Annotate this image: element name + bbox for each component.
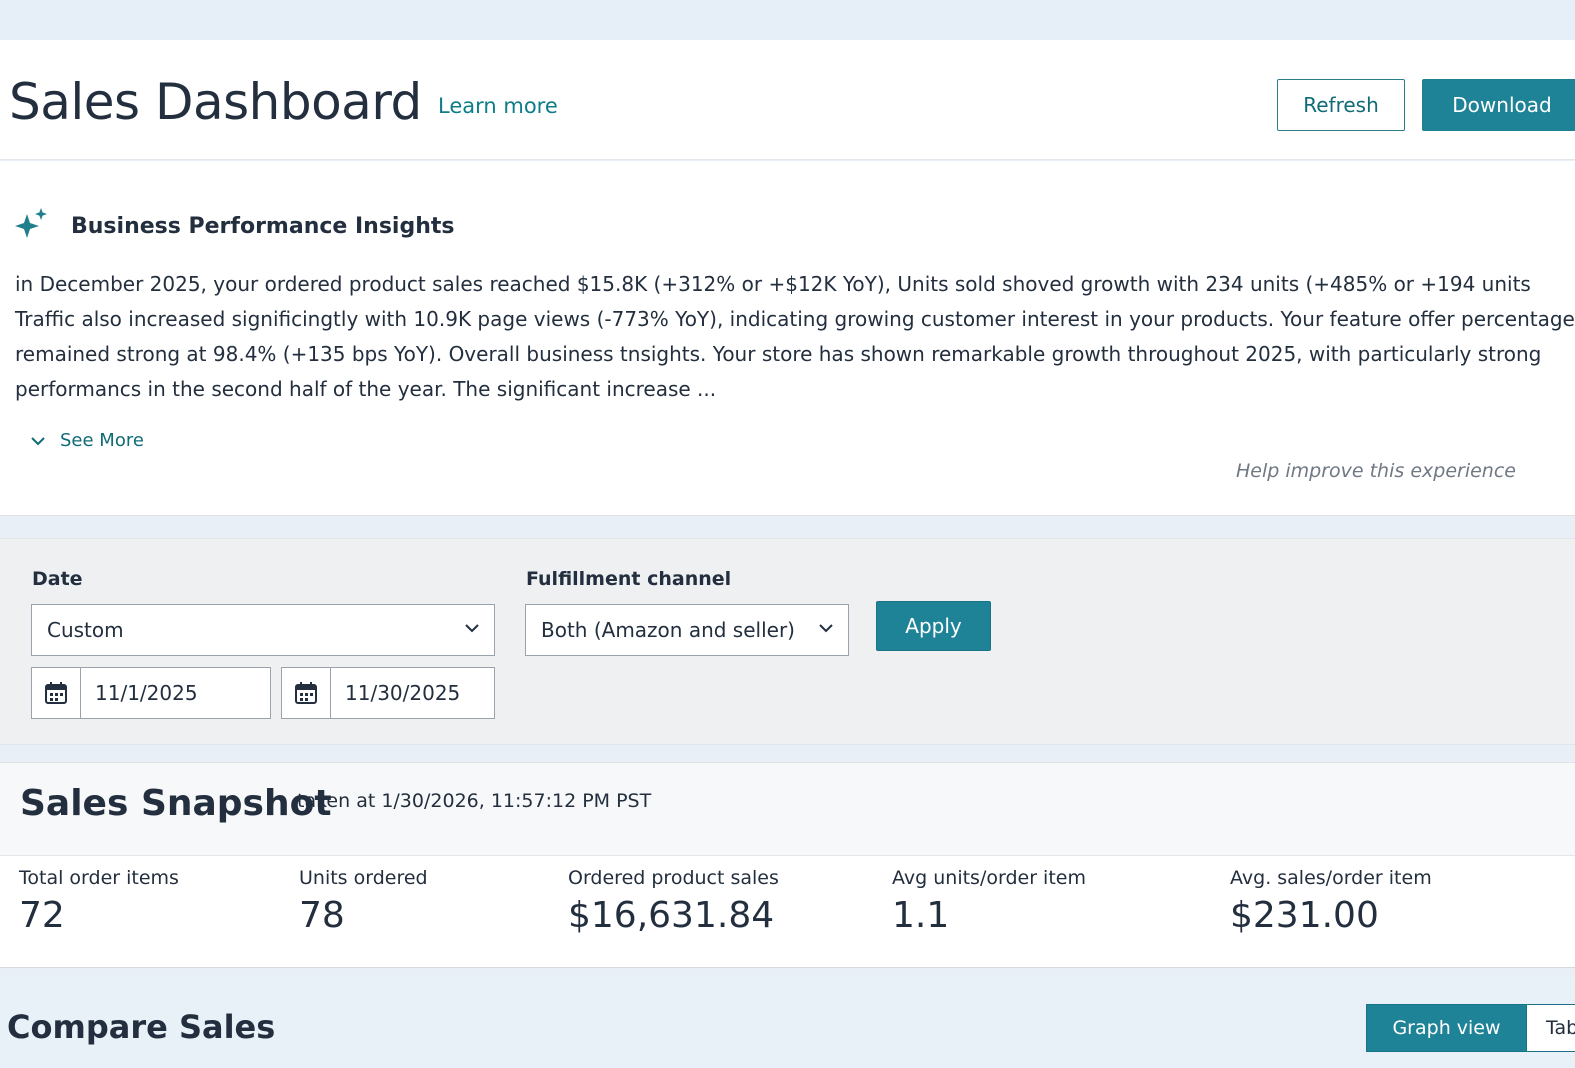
insights-title: Business Performance Insights xyxy=(71,214,455,239)
fulfillment-value: Both (Amazon and seller) xyxy=(541,618,795,642)
metric-label: Ordered product sales xyxy=(568,867,779,889)
refresh-button[interactable]: Refresh xyxy=(1277,79,1405,131)
metric-label: Units ordered xyxy=(299,867,428,889)
metric-value: 72 xyxy=(19,895,65,936)
chevron-down-icon xyxy=(31,436,45,445)
metric-value: $231.00 xyxy=(1230,895,1379,936)
fulfillment-select[interactable]: Both (Amazon and seller) xyxy=(525,604,849,656)
help-improve-link[interactable]: Help improve this experience xyxy=(1236,460,1516,482)
compare-title: Compare Sales xyxy=(7,1008,276,1046)
chevron-down-icon xyxy=(819,624,833,633)
insights-line: Traffic also increased significingtly wi… xyxy=(15,307,1575,331)
metric-avg-units: Avg units/order item 1.1 xyxy=(892,867,1086,936)
chevron-down-icon xyxy=(465,624,479,633)
sparkle-icon xyxy=(15,208,47,238)
fulfillment-label: Fulfillment channel xyxy=(526,568,732,590)
insights-line: in December 2025, your ordered product s… xyxy=(15,272,1531,296)
date-range-select[interactable]: Custom xyxy=(31,604,495,656)
metric-label: Total order items xyxy=(19,867,179,889)
date-label: Date xyxy=(32,568,83,590)
filter-panel: Date Custom Fulfillment channel Both (Am… xyxy=(0,538,1575,745)
metric-value: $16,631.84 xyxy=(568,895,775,936)
top-strip xyxy=(0,0,1575,40)
metric-label: Avg units/order item xyxy=(892,867,1086,889)
metric-avg-sales: Avg. sales/order item $231.00 xyxy=(1230,867,1432,936)
metric-units-ordered: Units ordered 78 xyxy=(299,867,428,936)
snapshot-timestamp: taken at 1/30/2026, 11:57:12 PM PST xyxy=(297,790,652,812)
see-more-toggle[interactable]: See More xyxy=(30,430,144,451)
metric-label: Avg. sales/order item xyxy=(1230,867,1432,889)
insights-line: performancs in the second half of the ye… xyxy=(15,377,717,401)
snapshot-header: Sales Snapshot taken at 1/30/2026, 11:57… xyxy=(0,763,1575,856)
sales-snapshot-panel: Sales Snapshot taken at 1/30/2026, 11:57… xyxy=(0,762,1575,968)
end-date-value: 11/30/2025 xyxy=(345,681,461,705)
view-toggle: Graph view Table view xyxy=(1366,1004,1575,1052)
start-date-field[interactable]: 11/1/2025 xyxy=(31,667,271,719)
apply-button[interactable]: Apply xyxy=(876,601,991,651)
page-title: Sales Dashboard xyxy=(9,73,422,131)
calendar-icon[interactable] xyxy=(282,668,331,718)
table-view-label: Table view xyxy=(1546,1017,1575,1039)
download-button[interactable]: Download xyxy=(1422,79,1575,131)
start-date-value: 11/1/2025 xyxy=(95,681,198,705)
date-range-value: Custom xyxy=(47,618,124,642)
end-date-field[interactable]: 11/30/2025 xyxy=(281,667,495,719)
insights-line: remained strong at 98.4% (+135 bps YoY).… xyxy=(15,342,1542,366)
metric-ordered-product-sales: Ordered product sales $16,631.84 xyxy=(568,867,779,936)
insights-text: in December 2025, your ordered product s… xyxy=(15,267,1575,407)
compare-sales-section: Compare Sales Graph view Table view xyxy=(0,978,1575,1068)
snapshot-title: Sales Snapshot xyxy=(20,783,332,824)
metric-value: 78 xyxy=(299,895,345,936)
learn-more-link[interactable]: Learn more xyxy=(438,94,558,118)
table-view-button[interactable]: Table view xyxy=(1527,1004,1575,1052)
page-header: Sales Dashboard Learn more Refresh Downl… xyxy=(0,40,1575,160)
metric-value: 1.1 xyxy=(892,895,950,936)
graph-view-button[interactable]: Graph view xyxy=(1366,1004,1527,1052)
see-more-label: See More xyxy=(60,430,144,451)
calendar-icon[interactable] xyxy=(32,668,81,718)
insights-panel: Business Performance Insights in Decembe… xyxy=(0,161,1575,516)
metric-total-order-items: Total order items 72 xyxy=(19,867,179,936)
